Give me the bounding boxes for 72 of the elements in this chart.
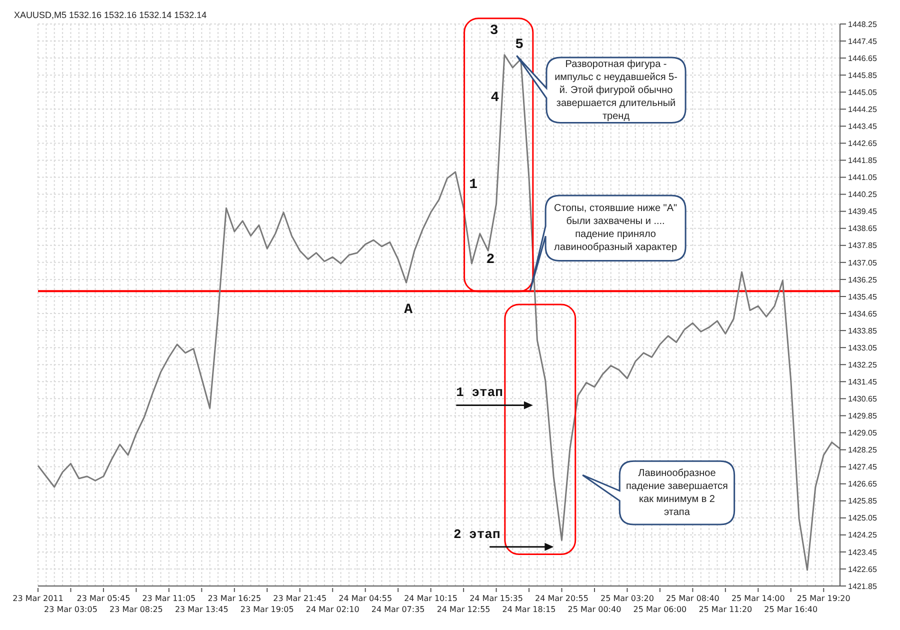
x-tick-label: 25 Mar 16:40 (764, 605, 818, 614)
y-tick-label: 1426.65 (848, 480, 878, 489)
y-tick-label: 1422.65 (848, 564, 878, 574)
y-tick-label: 1443.45 (848, 122, 878, 132)
y-tick-label: 1439.45 (848, 207, 878, 216)
x-tick-label: 23 Mar 21:45 (273, 594, 327, 603)
x-tick-label: 24 Mar 12:55 (436, 605, 490, 614)
y-tick-label: 1428.25 (848, 446, 878, 455)
y-tick-label: 1445.05 (848, 88, 878, 97)
annotation: 3 (490, 23, 498, 40)
x-tick-label: 24 Mar 18:15 (502, 605, 556, 614)
y-tick-label: 1444.25 (848, 104, 878, 114)
x-tick-label: 23 Mar 05:45 (76, 594, 130, 603)
x-tick-label: 25 Mar 08:40 (666, 594, 720, 603)
x-tick-label: 25 Mar 00:40 (568, 605, 622, 614)
x-tick-label: 23 Mar 19:05 (240, 605, 294, 614)
x-tick-label: 24 Mar 20:55 (535, 594, 588, 603)
y-tick-label: 1433.05 (848, 343, 878, 352)
y-tick-label: 1431.45 (848, 377, 878, 386)
y-tick-label: 1430.65 (848, 394, 878, 404)
y-tick-label: 1448.25 (848, 20, 878, 29)
y-tick-label: 1446.65 (848, 54, 878, 63)
x-tick-label: 24 Mar 02:10 (306, 605, 360, 614)
x-tick-label: 25 Mar 11:20 (698, 605, 752, 614)
line-series (37, 54, 841, 571)
y-tick-label: 1442.65 (848, 139, 878, 148)
x-tick-label: 25 Mar 03:20 (600, 594, 654, 603)
y-tick-label: 1435.45 (848, 292, 878, 302)
annotation: 4 (490, 90, 500, 106)
ref-line-label: A (404, 302, 414, 318)
x-tick-label: 24 Mar 07:35 (371, 605, 425, 614)
y-tick-label: 1433.85 (848, 326, 878, 336)
y-tick-label: 1437.85 (848, 241, 878, 250)
y-tick-label: 1440.25 (848, 190, 878, 200)
x-tick-label: 23 Mar 2011 (12, 594, 64, 603)
y-tick-label: 1427.45 (848, 462, 878, 472)
y-tick-label: 1424.25 (848, 530, 878, 540)
y-tick-label: 1441.05 (848, 173, 878, 182)
x-tick-label: 25 Mar 14:00 (731, 594, 785, 603)
x-tick-label: 24 Mar 04:55 (338, 594, 392, 603)
y-tick-label: 1436.25 (848, 275, 878, 284)
x-tick-label: 25 Mar 19:20 (796, 594, 850, 603)
y-tick-label: 1425.05 (848, 514, 878, 523)
y-tick-label: 1429.05 (848, 428, 878, 438)
y-tick-label: 1437.05 (848, 258, 878, 268)
y-tick-label: 1445.85 (848, 70, 878, 80)
annotation: 1 (469, 177, 478, 194)
annotation: 1 этап (456, 385, 503, 400)
y-tick-label: 1441.85 (848, 156, 878, 166)
annotation: 2 этап (453, 526, 500, 542)
x-tick-label: 24 Mar 10:15 (404, 594, 458, 603)
x-tick-label: 23 Mar 03:05 (44, 605, 98, 614)
y-tick-label: 1438.65 (848, 224, 878, 234)
y-tick-label: 1423.45 (848, 548, 878, 557)
annotation: 5 (515, 37, 524, 54)
y-tick-label: 1421.85 (848, 582, 878, 591)
x-tick-label: 25 Mar 06:00 (633, 605, 687, 614)
y-tick-label: 1429.85 (848, 412, 878, 421)
y-tick-label: 1447.45 (848, 36, 878, 46)
annotation: Стопы, стоявшие ниже "A" были захвачены и .... падение приняло лавинообразный характер (553, 202, 678, 254)
y-tick-label: 1434.65 (848, 309, 878, 318)
y-tick-label: 1432.25 (848, 360, 878, 370)
x-tick-label: 23 Mar 08:25 (109, 605, 163, 614)
x-tick-label: 23 Mar 11:05 (142, 594, 196, 603)
y-tick-label: 1425.85 (848, 496, 878, 506)
chart-title: XAUUSD,M5 1532.16 1532.16 1532.14 1532.14 (14, 10, 207, 20)
annotation: Лавинообразное падение завершается как минимум в 2 этапа (626, 466, 728, 519)
x-tick-label: 23 Mar 13:45 (174, 605, 228, 614)
annotation: 2 (486, 252, 495, 268)
x-tick-label: 23 Mar 16:25 (208, 594, 262, 603)
x-tick-label: 24 Mar 15:35 (470, 594, 523, 603)
annotation: Разворотная фигура - импульс с неудавшейся 5-й. Этой фигурой обычно завершается длительный тренд (554, 58, 678, 123)
